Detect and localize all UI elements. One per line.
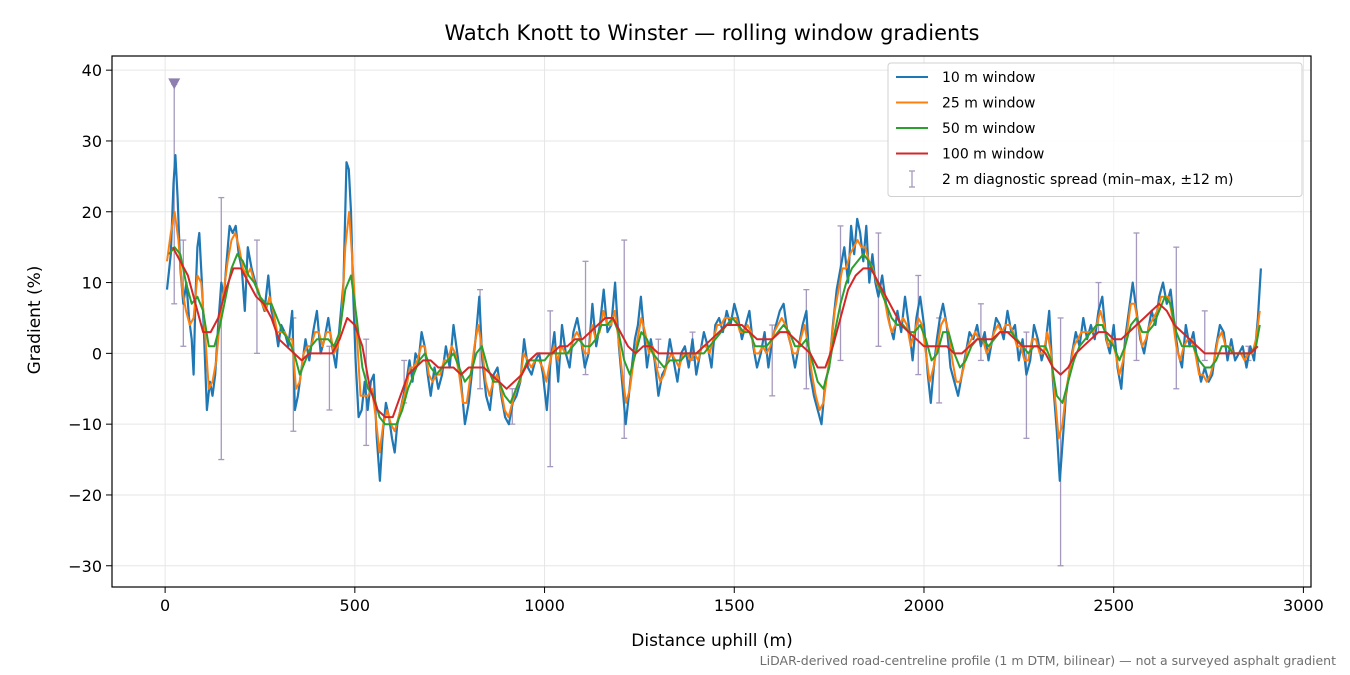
clipped-marker xyxy=(168,78,181,90)
legend-label: 2 m diagnostic spread (min–max, ±12 m) xyxy=(942,172,1233,188)
x-tick-label: 1500 xyxy=(714,596,755,615)
legend-entry: 2 m diagnostic spread (min–max, ±12 m) xyxy=(909,170,1233,188)
footnote: LiDAR-derived road-centreline profile (1… xyxy=(760,653,1336,668)
y-tick-label: 10 xyxy=(82,274,102,293)
series-line-2 xyxy=(166,210,1261,454)
spread-bar xyxy=(977,303,984,362)
legend-label: 50 m window xyxy=(942,121,1035,137)
legend-entry: 10 m window xyxy=(896,70,1035,86)
x-tick-label: 0 xyxy=(160,596,170,615)
y-axis-label: Gradient (%) xyxy=(25,266,45,375)
legend-label: 10 m window xyxy=(942,70,1035,86)
legend-entry: 100 m window xyxy=(896,147,1044,163)
legend-box xyxy=(887,62,1303,197)
spread-bar xyxy=(1173,246,1180,390)
spread-bar xyxy=(915,274,922,376)
spread-bar xyxy=(1057,317,1064,567)
plot-frame xyxy=(111,55,1312,588)
axes: 0 500 1000 1500 2000 2500 3000 −30 −20 −10 0 10 20 30… xyxy=(68,55,1324,615)
y-tick-label: 40 xyxy=(82,61,102,80)
y-tick-label: 30 xyxy=(82,132,102,151)
x-axis-label: Distance uphill (m) xyxy=(631,631,792,651)
spread-bar xyxy=(582,260,589,376)
spread-bar xyxy=(837,225,844,362)
x-tick-label: 1000 xyxy=(524,596,565,615)
grid-lines xyxy=(112,56,1311,587)
series-line-3 xyxy=(168,246,1261,426)
y-tick-label: −30 xyxy=(68,557,102,576)
series-lines xyxy=(165,154,1262,482)
x-tick-label: 2500 xyxy=(1093,596,1134,615)
y-tick-label: −20 xyxy=(68,486,102,505)
y-tick-label: 0 xyxy=(92,344,102,363)
spread-bar xyxy=(218,196,225,461)
legend: 10 m window 25 m window 50 m window 100 m w… xyxy=(887,62,1303,197)
y-tick-label: −10 xyxy=(68,415,102,434)
x-tick-label: 500 xyxy=(340,596,371,615)
x-tick-label: 3000 xyxy=(1283,596,1324,615)
legend-label: 100 m window xyxy=(942,147,1044,163)
y-tick-label: 20 xyxy=(82,203,102,222)
spread-bar xyxy=(547,310,554,468)
legend-label: 25 m window xyxy=(942,96,1035,112)
chart-title: Watch Knott to Winster — rolling window … xyxy=(445,21,980,45)
legend-entry: 25 m window xyxy=(896,96,1035,112)
series-line-4 xyxy=(171,246,1259,419)
x-tick-label: 2000 xyxy=(904,596,945,615)
spread-bar xyxy=(875,232,882,347)
legend-entry: 50 m window xyxy=(896,121,1035,137)
spread-bar xyxy=(1133,232,1140,362)
